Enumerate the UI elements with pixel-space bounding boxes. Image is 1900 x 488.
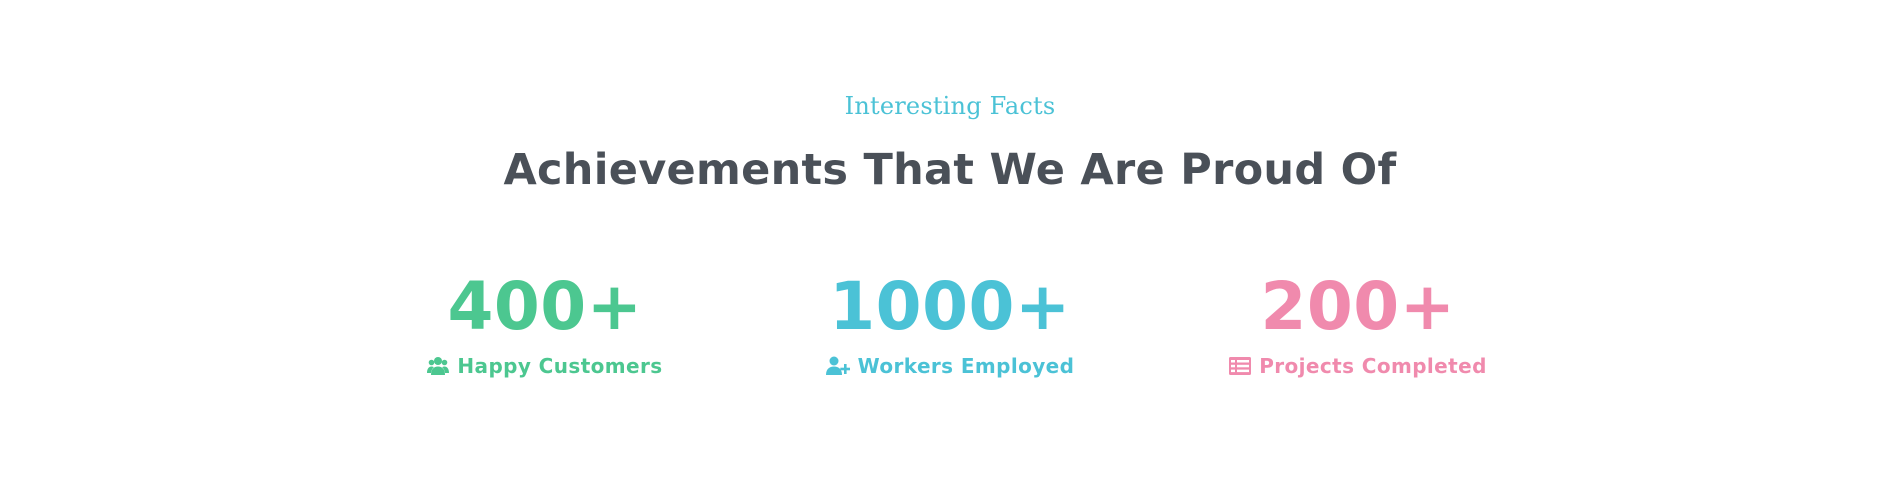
list-icon: [1229, 357, 1252, 375]
stat-happy-customers: 400+ Happy Customers: [335, 268, 755, 380]
stat-workers-employed: 1000+ Workers Employed: [740, 268, 1160, 380]
stat-value: 1000+: [829, 268, 1071, 345]
stat-projects-completed: 200+ Projects Completed: [1148, 268, 1568, 379]
stat-label-row: Projects Completed: [1229, 354, 1487, 378]
stat-label: Workers Employed: [857, 354, 1075, 378]
stat-label: Projects Completed: [1259, 354, 1487, 378]
section-heading: Achievements That We Are Proud Of: [503, 145, 1397, 195]
user-plus-icon: [825, 356, 850, 376]
stat-label-row: Workers Employed: [825, 354, 1075, 378]
stat-value: 200+: [1260, 268, 1456, 345]
stat-label-row: Happy Customers: [427, 354, 662, 378]
users-icon: [427, 356, 450, 376]
stat-value: 400+: [447, 268, 643, 345]
section-eyebrow: Interesting Facts: [844, 92, 1056, 120]
stat-label: Happy Customers: [457, 354, 663, 378]
